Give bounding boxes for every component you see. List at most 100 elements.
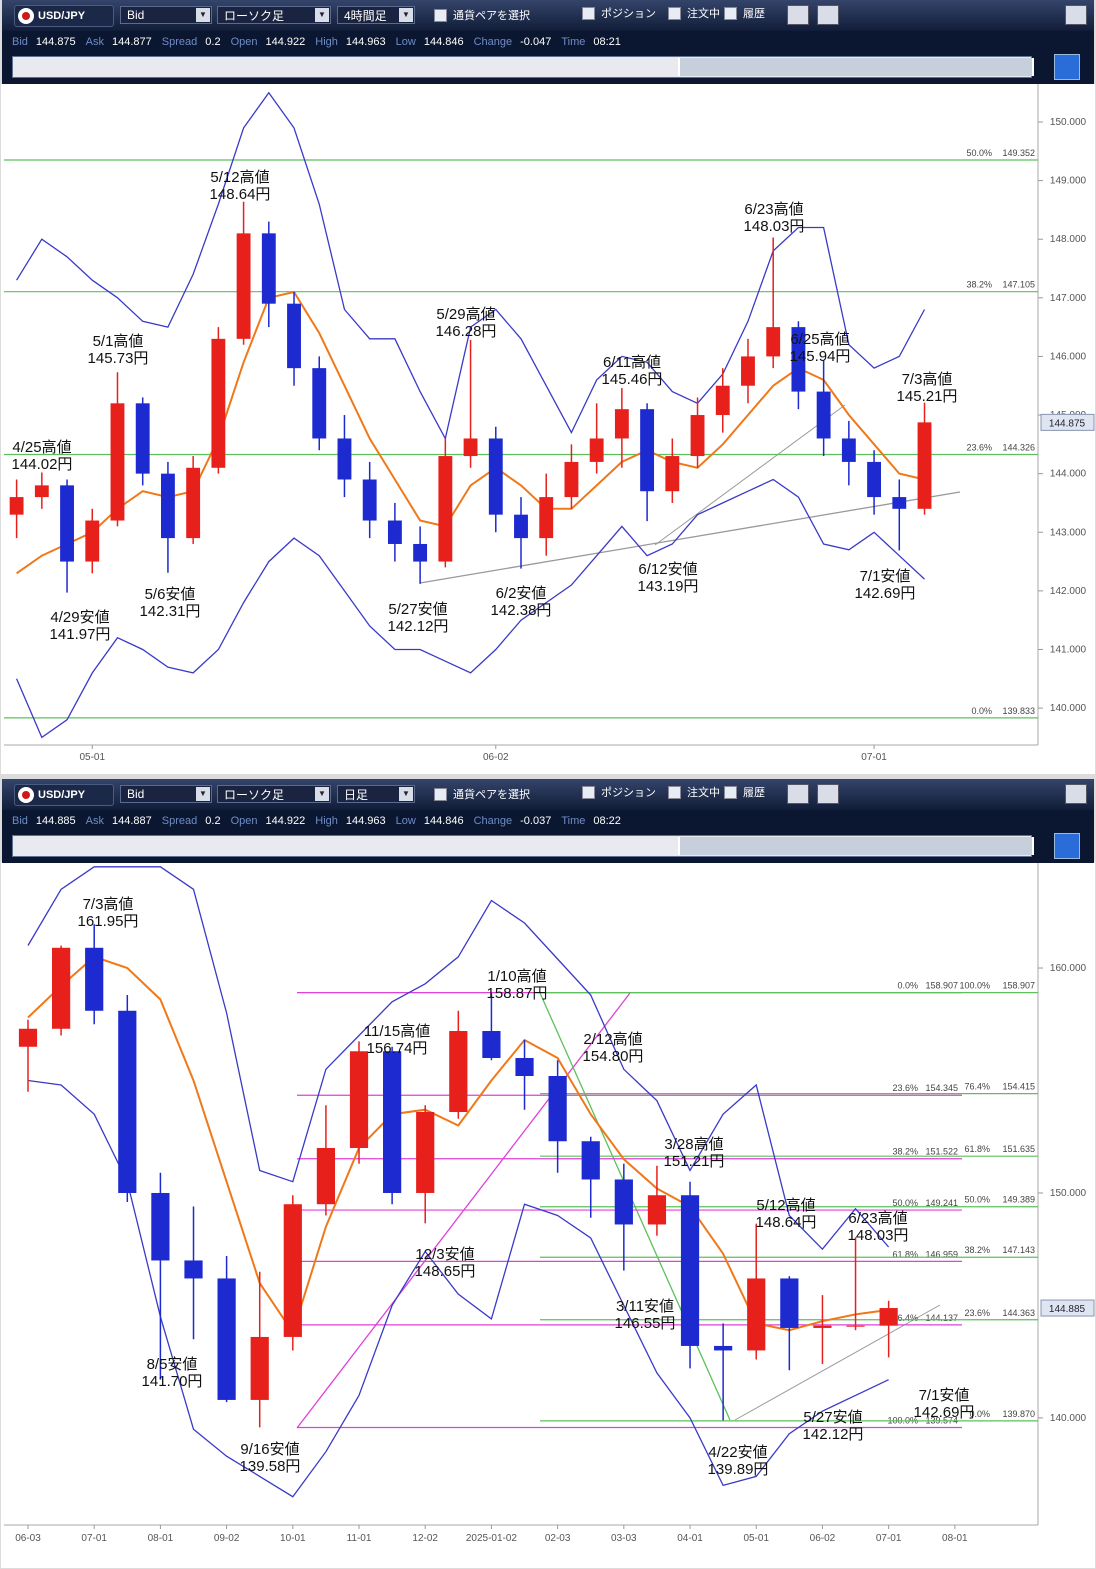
toggle-checkbox[interactable]: 注文中: [668, 784, 720, 800]
annotation: 145.94円: [790, 348, 851, 365]
annotation: 142.31円: [140, 603, 201, 620]
fib-pct: 100.0%: [959, 981, 990, 991]
fib-price: 149.389: [1002, 1195, 1035, 1205]
annotation: 7/3高値: [83, 896, 134, 913]
collapse-button[interactable]: [1065, 784, 1087, 804]
navigator[interactable]: [12, 835, 1034, 857]
timeframe-dropdown[interactable]: 日足: [337, 785, 415, 803]
quote-row: Bid 144.885 Ask 144.887 Spread 0.2 Open 144.922…: [2, 810, 1094, 831]
y-tick-label: 140.000: [1050, 703, 1087, 714]
toggle-checkbox[interactable]: ポジション: [582, 784, 656, 800]
annotation: 8/5安値: [147, 1356, 198, 1373]
annotation: 142.38円: [491, 602, 552, 619]
price-type-dropdown[interactable]: Bid: [120, 785, 212, 803]
collapse-button[interactable]: [1065, 5, 1087, 25]
quote-label: Change: [473, 814, 513, 827]
fib-price: 154.415: [1002, 1082, 1035, 1092]
candle-body: [383, 1051, 402, 1193]
annotation: 6/23高値: [744, 201, 803, 218]
annotation: 144.02円: [12, 456, 73, 473]
candle-body: [892, 497, 907, 509]
fib-pct: 38.2%: [966, 280, 992, 290]
checkbox: [724, 6, 737, 20]
candle-body: [362, 479, 377, 521]
quote-value: 144.887: [112, 814, 152, 827]
annotation: 6/11高値: [603, 354, 661, 371]
tool-button[interactable]: [817, 5, 839, 25]
fib-pct: 23.6%: [966, 443, 992, 453]
x-tick-label: 06-02: [483, 752, 509, 763]
checkbox-label: 注文中: [687, 787, 720, 799]
navigator[interactable]: [12, 56, 1034, 78]
candle-body: [879, 1308, 898, 1326]
pair-button[interactable]: USD/JPY: [14, 5, 114, 27]
price-tag: [1040, 1299, 1095, 1317]
candle-body: [614, 1179, 633, 1225]
quote-label: Time: [561, 35, 586, 48]
annotation: 5/27安値: [388, 601, 447, 618]
checkbox: [582, 6, 595, 20]
quote-label: Ask: [85, 814, 105, 827]
y-tick-label: 160.000: [1050, 963, 1087, 974]
fib-price: 154.345: [925, 1083, 958, 1093]
x-tick-label: 08-01: [942, 1533, 968, 1544]
tool-button[interactable]: [787, 5, 809, 25]
toggle-checkbox[interactable]: 注文中: [668, 5, 720, 21]
tool-button[interactable]: [787, 784, 809, 804]
select-pair-checkbox[interactable]: 通貨ペアを選択: [434, 786, 530, 802]
navigator-window[interactable]: [678, 837, 1034, 855]
checkbox-label: ポジション: [601, 787, 656, 799]
candle-body: [816, 391, 831, 439]
price-tag-label: 144.875: [1049, 418, 1086, 429]
toggle-checkbox[interactable]: ポジション: [582, 5, 656, 21]
fib-pct: 50.0%: [966, 148, 992, 158]
timeframe-dropdown[interactable]: 4時間足: [337, 6, 415, 24]
quote-value: 144.922: [265, 35, 306, 48]
candle-body: [917, 422, 932, 509]
toggle-checkbox[interactable]: 履歴: [724, 784, 765, 800]
checkbox: [434, 8, 447, 22]
candle-body: [647, 1195, 667, 1225]
toolbar-panel: USD/JPY Bid ローソク足 4時間足 通貨ペアを選択 ポジション 注文中 履歴 Bid 1…: [2, 0, 1094, 84]
candle-body: [250, 1336, 269, 1400]
candle-body: [283, 1204, 302, 1337]
candle-body: [867, 461, 882, 498]
annotation: 7/3高値: [902, 371, 953, 388]
candle-body: [438, 456, 453, 562]
candle-body: [236, 233, 251, 339]
candle-body: [488, 438, 503, 515]
navigator-button[interactable]: [1054, 54, 1080, 80]
annotation: 5/12高値: [210, 169, 269, 186]
annotation: 6/2安値: [496, 585, 547, 602]
select-pair-checkbox[interactable]: 通貨ペアを選択: [434, 7, 530, 23]
quote-label: Low: [395, 35, 416, 48]
quote-label: Spread: [161, 35, 198, 48]
quote-value: -0.047: [520, 35, 552, 48]
toggle-checkbox[interactable]: 履歴: [724, 5, 765, 21]
quote-label: Low: [395, 814, 416, 827]
toolbar-row: USD/JPY Bid ローソク足 4時間足 通貨ペアを選択 ポジション 注文中 履歴: [2, 0, 1094, 31]
fib-price: 151.635: [1002, 1144, 1035, 1154]
checkbox-label: 注文中: [687, 8, 720, 20]
annotation: 12/3安値: [415, 1246, 474, 1263]
candle-body: [51, 947, 71, 1029]
y-tick-label: 142.000: [1050, 586, 1087, 597]
tool-button[interactable]: [817, 784, 839, 804]
toolbar-panel: USD/JPY Bid ローソク足日足 通貨ペアを選択 ポジション 注文中 履歴 Bid 144…: [2, 779, 1094, 863]
candle-body: [160, 473, 175, 539]
chart-style-dropdown[interactable]: ローソク足: [217, 785, 331, 803]
pair-button[interactable]: USD/JPY: [14, 784, 114, 806]
y-tick-label: 149.000: [1050, 176, 1087, 187]
candle-body: [9, 497, 24, 515]
price-type-dropdown[interactable]: Bid: [120, 6, 212, 24]
fib-pct: 38.2%: [964, 1245, 990, 1255]
fib-pct: 61.8%: [964, 1144, 990, 1154]
chart-style-dropdown[interactable]: ローソク足: [217, 6, 331, 24]
x-tick-label: 06-02: [810, 1533, 836, 1544]
quote-value: 144.846: [423, 35, 464, 48]
navigator-window[interactable]: [678, 58, 1034, 76]
fib-price: 149.241: [925, 1198, 958, 1208]
navigator-button[interactable]: [1054, 833, 1080, 859]
x-tick-label: 09-02: [214, 1533, 240, 1544]
